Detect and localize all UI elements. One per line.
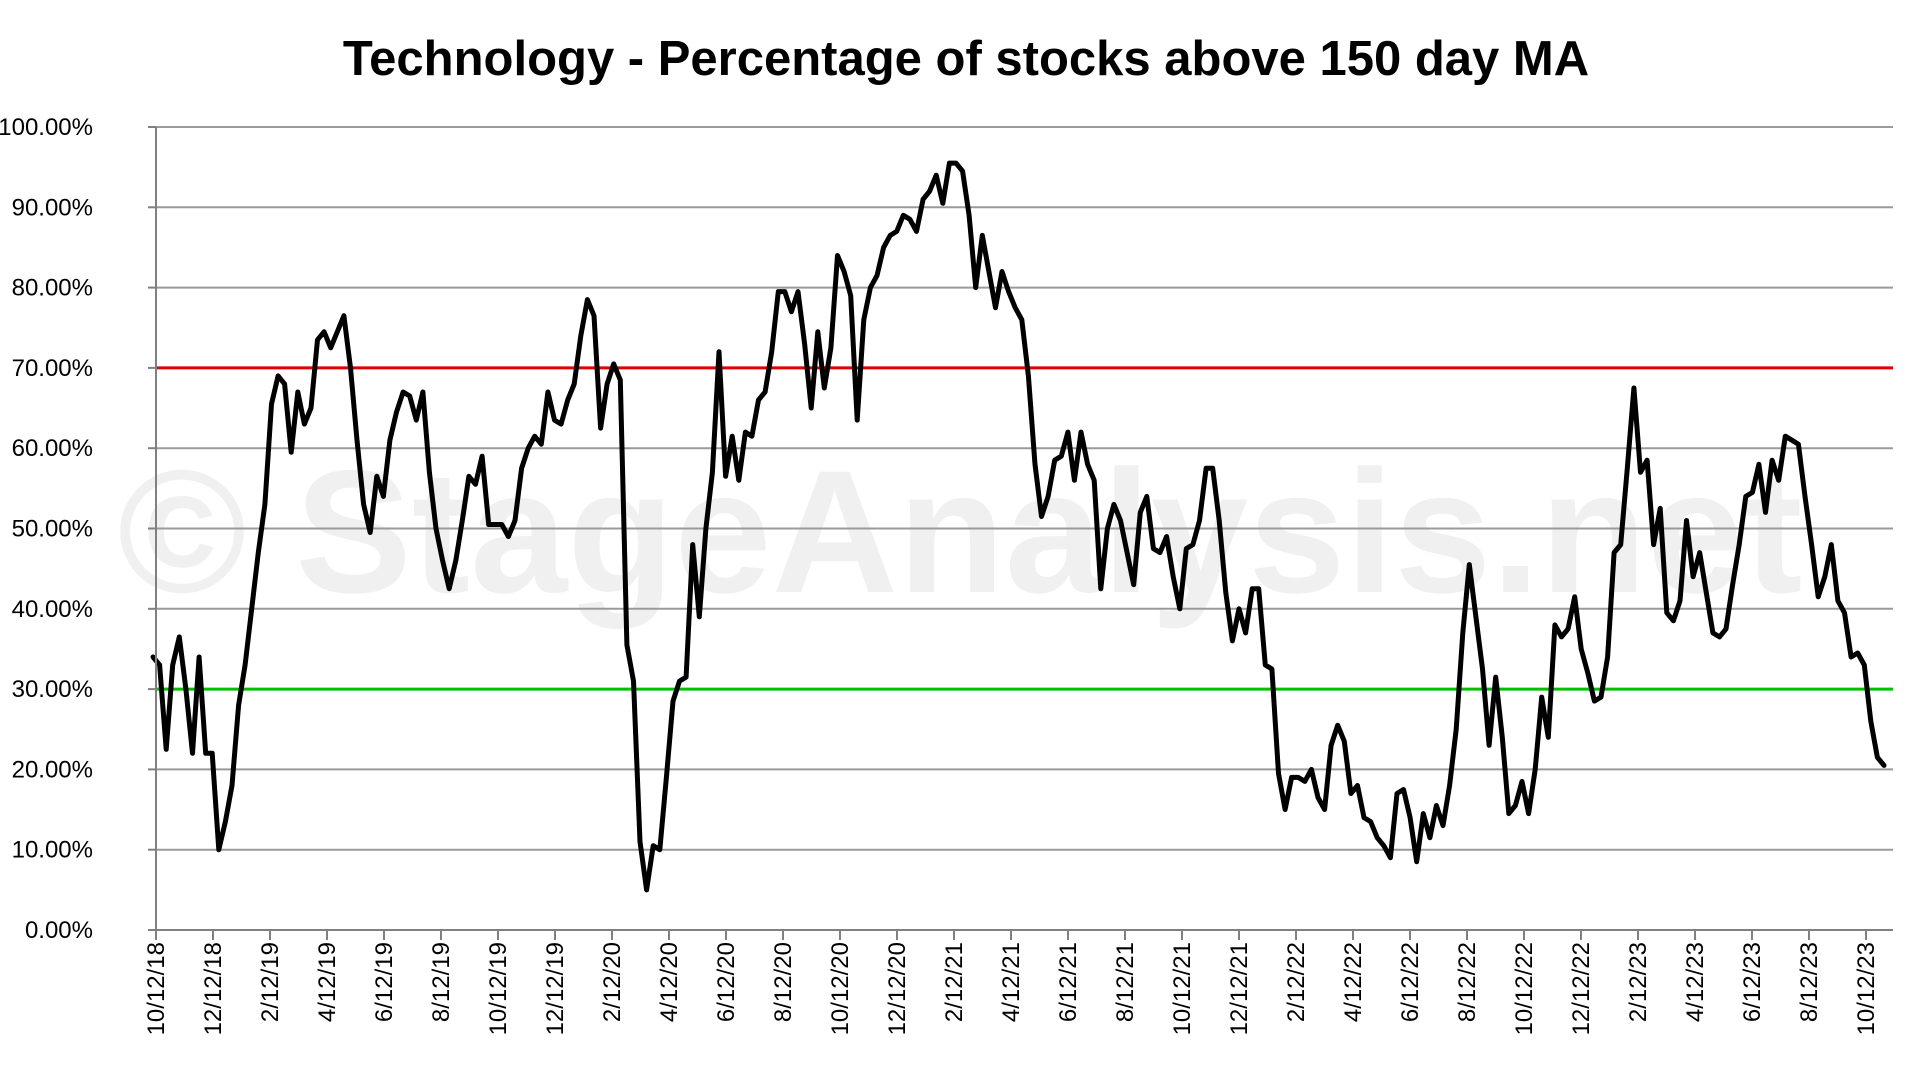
x-tick-label: 12/12/18 [200,942,227,1035]
x-tick-label: 12/12/22 [1568,942,1595,1035]
y-axis-ticks: 0.00% 10.00% 20.00% 30.00% 40.00% 50.00% 60.00… [0,114,156,944]
y-tick-label: 0.00% [25,917,93,944]
y-tick-label: 40.00% [12,596,93,623]
y-tick-label: 90.00% [12,194,93,221]
x-tick-label: 2/12/22 [1283,942,1310,1022]
x-tick-label: 6/12/22 [1397,942,1424,1022]
x-tick-label: 12/12/21 [1226,942,1253,1035]
x-tick-label: 8/12/21 [1112,942,1139,1022]
x-tick-label: 4/12/19 [314,942,341,1022]
x-tick-label: 6/12/23 [1739,942,1766,1022]
x-tick-label: 10/12/20 [827,942,854,1035]
x-tick-label: 12/12/19 [542,942,569,1035]
y-tick-label: 50.00% [12,516,93,543]
x-tick-label: 2/12/21 [941,942,968,1022]
series-line [150,160,1887,893]
x-tick-label: 2/12/20 [599,942,626,1022]
x-tick-label: 4/12/20 [656,942,683,1022]
x-tick-label: 10/12/19 [485,942,512,1035]
x-tick-label: 10/12/18 [143,942,170,1035]
watermark: © StageAnalysis.net [117,435,1802,630]
series [150,160,1887,893]
y-tick-label: 70.00% [12,355,93,382]
x-tick-label: 4/12/22 [1340,942,1367,1022]
x-tick-label: 6/12/21 [1055,942,1082,1022]
y-tick-label: 20.00% [12,756,93,783]
y-tick-label: 60.00% [12,435,93,462]
x-tick-label: 10/12/23 [1853,942,1880,1035]
x-tick-label: 4/12/23 [1682,942,1709,1022]
y-tick-label: 100.00% [0,114,93,141]
x-tick-label: 12/12/20 [884,942,911,1035]
x-axis-ticks: 10/12/18 12/12/18 2/12/19 4/12/19 6/12/19 8/1… [143,930,1880,1035]
x-tick-label: 10/12/22 [1511,942,1538,1035]
x-tick-label: 6/12/20 [713,942,740,1022]
x-tick-label: 8/12/20 [770,942,797,1022]
axes [155,127,1893,931]
y-tick-label: 80.00% [12,275,93,302]
x-tick-label: 8/12/22 [1454,942,1481,1022]
x-tick-label: 6/12/19 [371,942,398,1022]
x-tick-label: 8/12/23 [1796,942,1823,1022]
x-tick-label: 8/12/19 [428,942,455,1022]
y-tick-label: 10.00% [12,837,93,864]
x-tick-label: 2/12/19 [257,942,284,1022]
x-tick-label: 10/12/21 [1169,942,1196,1035]
chart-title: Technology - Percentage of stocks above … [343,32,1589,86]
x-tick-label: 2/12/23 [1625,942,1652,1022]
y-tick-label: 30.00% [12,676,93,703]
x-tick-label: 4/12/21 [998,942,1025,1022]
